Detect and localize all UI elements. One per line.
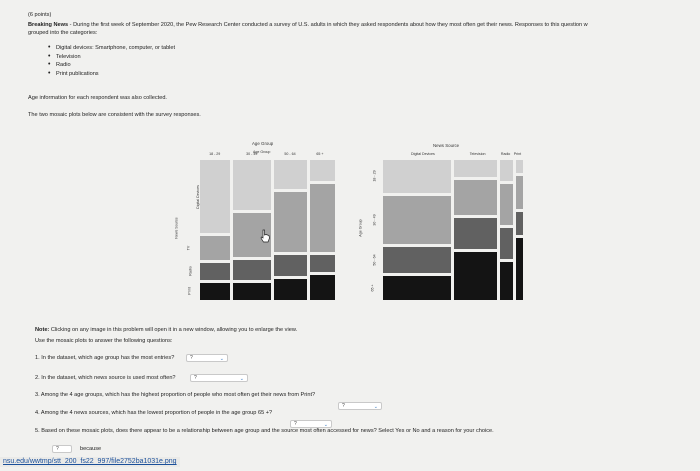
question-5: 5. Based on these mosaic plots, does the…: [35, 428, 494, 434]
answer-select-4[interactable]: ? ⌄: [290, 420, 332, 428]
mosaic-cell: [274, 279, 307, 300]
question-1: 1. In the dataset, which age group has t…: [35, 355, 175, 361]
category-item: Television: [48, 53, 175, 62]
mosaic-cell: [274, 160, 307, 189]
mosaic-cell: [454, 160, 498, 178]
age-note: Age information for each respondent was …: [28, 95, 167, 101]
mosaic-cell: [500, 227, 514, 259]
mosaic-cell: [383, 160, 452, 193]
mosaic-cell: [454, 218, 498, 249]
mosaic-cell: [200, 160, 231, 234]
mosaic-right-column-label: Digital Devices: [411, 152, 435, 156]
note-text: Clicking on any image in this problem wi…: [49, 327, 298, 333]
instructions: Use the mosaic plots to answer the follo…: [35, 338, 173, 344]
note-line: Note: Clicking on any image in this prob…: [35, 327, 297, 334]
note-label: Note:: [35, 327, 50, 333]
mosaic-left-row-label: TV: [186, 245, 191, 251]
category-item: Radio: [48, 61, 175, 70]
mosaic-cell: [309, 183, 335, 253]
question-3: 3. Among the 4 age groups, which has the…: [35, 392, 316, 398]
mosaic-cell: [309, 255, 335, 273]
mosaic-right-row-label: 65 +: [370, 284, 375, 292]
category-item: Digital devices: Smartphone, computer, o…: [48, 44, 175, 53]
mosaic-cell: [309, 275, 335, 300]
question-2: 2. In the dataset, which news source is …: [35, 375, 176, 381]
answer-select-3[interactable]: ? ⌄: [338, 402, 382, 410]
mosaic-left-column-label: 50 - 64: [284, 152, 296, 156]
mosaic-cell: [233, 282, 272, 300]
mosaic-cell: [500, 160, 514, 181]
intro-line-1: Breaking News - During the first week of…: [28, 22, 588, 29]
category-list: Digital devices: Smartphone, computer, o…: [48, 44, 175, 78]
mosaic-cell: [383, 247, 452, 274]
answer-select-1[interactable]: ? ⌄: [186, 354, 228, 362]
mosaic-left-y-label: News Source: [174, 217, 179, 239]
mosaic-cell: [500, 183, 514, 225]
mosaic-cell: [200, 236, 231, 260]
mosaic-right-column-label: Print: [513, 152, 522, 156]
mosaic-cell: [309, 160, 335, 181]
mosaic-right-row-label: 30 - 49: [372, 214, 377, 226]
points-label: (6 points): [28, 12, 52, 18]
chevron-down-icon: ⌄: [239, 376, 244, 382]
because-label: because: [80, 446, 102, 452]
mosaic-right-column-label: Television: [469, 152, 486, 156]
mosaic-cell: [383, 276, 452, 300]
mosaic-left-row-label: Digital Devices: [195, 184, 200, 209]
mosaic-left-row-label: Print: [187, 287, 192, 296]
mosaic-left-column-label: 65 +: [316, 152, 324, 156]
mosaic-plot-news-source[interactable]: [383, 160, 523, 300]
select-value: ?: [190, 355, 193, 361]
mosaic-cell: [516, 211, 523, 236]
mosaic-cell: [516, 238, 523, 300]
select-value: ?: [342, 403, 345, 409]
answer-select-2[interactable]: ? ⌄: [190, 374, 248, 382]
hand-cursor-icon: [260, 229, 270, 243]
select-value: ?: [194, 375, 197, 381]
question-4: 4. Among the 4 news sources, which has t…: [35, 410, 273, 416]
mosaic-left-x-label: Age Group: [253, 150, 271, 154]
mosaic-right-title: News Source: [433, 143, 460, 148]
chevron-down-icon: ⌄: [323, 422, 328, 428]
intro-text: - During the first week of September 202…: [68, 22, 588, 28]
answer-select-5[interactable]: ?: [52, 445, 72, 453]
mosaic-right-y-label: Age Group: [358, 219, 363, 237]
intro-line-2: grouped into the categories:: [28, 30, 98, 36]
mosaic-left-column-label: 18 - 29: [209, 152, 221, 156]
mosaic-cell: [454, 251, 498, 300]
consistent-note: The two mosaic plots below are consisten…: [28, 112, 201, 118]
chevron-down-icon: ⌄: [219, 356, 224, 362]
mosaic-cell: [383, 195, 452, 245]
category-item: Print publications: [48, 70, 175, 79]
chevron-down-icon: ⌄: [373, 404, 378, 410]
mosaic-cell: [200, 282, 231, 300]
mosaic-left-title: Age Group: [252, 141, 274, 146]
mosaic-cell: [274, 191, 307, 253]
status-url-link[interactable]: nsu.edu/wwtmp/stt_200_fs22_997/file2752b…: [0, 457, 180, 467]
mosaic-cell: [233, 160, 272, 210]
mosaic-cell: [200, 262, 231, 280]
mosaic-cell: [500, 262, 514, 300]
intro-title: Breaking News: [28, 22, 69, 28]
mosaic-cell: [454, 180, 498, 216]
mosaic-cell: [516, 160, 523, 174]
mosaic-left-column-label: 30 - 49: [246, 152, 258, 156]
mosaic-right-row-label: 50 - 64: [372, 254, 377, 266]
mosaic-right-column-label: Radio: [500, 152, 511, 156]
mosaic-cell: [274, 255, 307, 277]
select-value: ?: [56, 446, 59, 452]
mosaic-right-row-label: 18 - 29: [372, 170, 377, 182]
select-value: ?: [294, 421, 297, 427]
mosaic-cell: [516, 176, 523, 209]
mosaic-left-row-label: Radio: [188, 266, 193, 277]
mosaic-cell: [233, 260, 272, 280]
